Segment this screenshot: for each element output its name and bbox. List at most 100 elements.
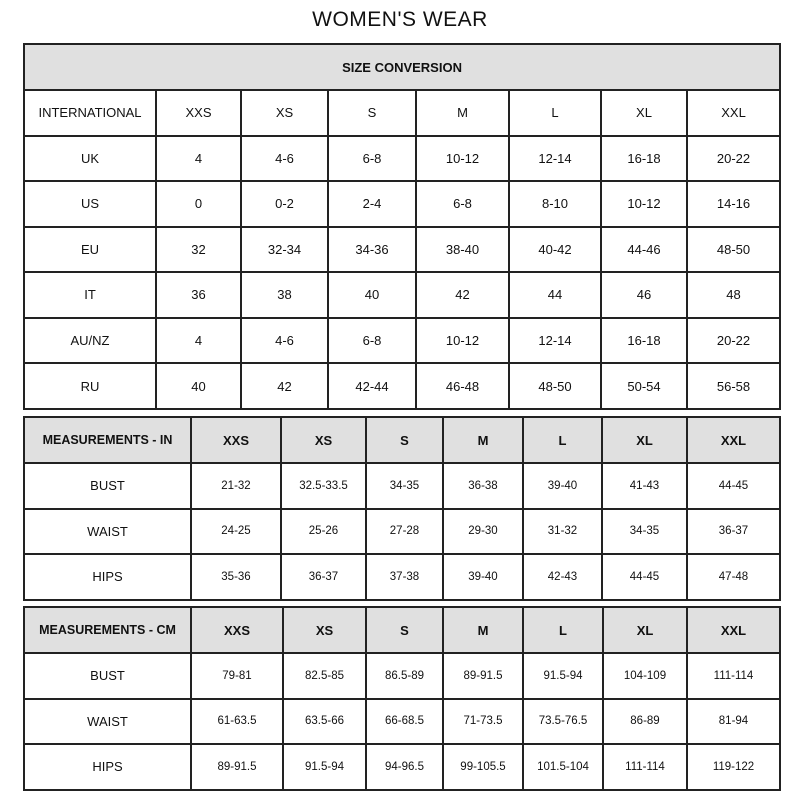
table-cell: 32 [155,225,242,273]
table-cell: 119-122 [686,743,781,791]
row-label: RU [23,362,157,410]
column-header: XXL [686,416,781,464]
table-cell: 56-58 [685,362,782,410]
table-cell: 2-4 [327,180,417,228]
table-cell: 37-38 [365,553,444,601]
table-cell: 44-46 [600,225,688,273]
table-cell: 4 [155,316,242,364]
table-cell: 35-36 [190,553,282,601]
column-header: XXL [686,606,781,654]
table-cell: 40-42 [508,225,602,273]
header-row: MEASUREMENTS - IN XXS XS S M L XL XXL [23,416,781,464]
table-cell: 6-8 [327,316,417,364]
table-cell: 32-34 [240,225,329,273]
table-cell: XL [600,89,688,137]
table-cell: L [508,89,602,137]
measurements-in-table: MEASUREMENTS - IN XXS XS S M L XL XXL BUST 21-32 3… [23,416,781,601]
column-header: XS [280,416,367,464]
table-cell: 29-30 [442,507,524,555]
table-row: INTERNATIONAL XXS XS S M L XL XXL [23,89,782,137]
table-cell: 42-43 [522,553,603,601]
table-cell: 71-73.5 [442,697,524,745]
row-label: MEASUREMENTS - IN [23,416,192,464]
column-header: M [442,606,524,654]
table-row: BUST 21-32 32.5-33.5 34-35 36-38 39-40 41-43 44… [23,462,781,510]
row-label: WAIST [23,507,192,555]
page-title: WOMEN'S WEAR [312,8,488,31]
table-cell: 32.5-33.5 [280,462,367,510]
table-cell: 40 [327,271,417,319]
table-cell: 94-96.5 [365,743,444,791]
column-header: XXS [190,606,284,654]
table-cell: 63.5-66 [282,697,367,745]
table-cell: 10-12 [600,180,688,228]
table-cell: 36-37 [280,553,367,601]
table-cell: 86.5-89 [365,652,444,700]
table-cell: 48-50 [508,362,602,410]
table-cell: 31-32 [522,507,603,555]
table-cell: 21-32 [190,462,282,510]
column-header: M [442,416,524,464]
column-header: S [365,416,444,464]
table-cell: 4-6 [240,134,329,182]
column-header: L [522,416,603,464]
table-cell: 48 [685,271,782,319]
table-cell: S [327,89,417,137]
table-cell: 39-40 [442,553,524,601]
row-label: US [23,180,157,228]
table-cell: 20-22 [685,316,782,364]
table-cell: XS [240,89,329,137]
table-cell: 44-45 [686,462,781,510]
row-label: EU [23,225,157,273]
table-cell: 101.5-104 [522,743,604,791]
table-cell: 39-40 [522,462,603,510]
table-cell: 38 [240,271,329,319]
table-cell: 4 [155,134,242,182]
table-cell: 91.5-94 [522,652,604,700]
table-row: US 0 0-2 2-4 6-8 8-10 10-12 14-16 [23,180,782,228]
column-header: XXS [190,416,282,464]
table-row: EU 32 32-34 34-36 38-40 40-42 44-46 48-50 [23,225,782,273]
table-cell: XXS [155,89,242,137]
table-row: WAIST 24-25 25-26 27-28 29-30 31-32 34-35 36-37 [23,507,781,555]
row-label: HIPS [23,743,192,791]
table-cell: 16-18 [600,316,688,364]
table-cell: 111-114 [602,743,688,791]
row-label: BUST [23,652,192,700]
table-cell: 42 [240,362,329,410]
table-cell: 12-14 [508,134,602,182]
table-cell: 38-40 [415,225,510,273]
table-cell: 10-12 [415,134,510,182]
row-label: INTERNATIONAL [23,89,157,137]
table-row: HIPS 89-91.5 91.5-94 94-96.5 99-105.5 101.5-1… [23,743,781,791]
table-cell: 82.5-85 [282,652,367,700]
column-header: XS [282,606,367,654]
table-cell: 99-105.5 [442,743,524,791]
row-label: HIPS [23,553,192,601]
table-cell: XXL [685,89,782,137]
table-row: UK 4 4-6 6-8 10-12 12-14 16-18 20-22 [23,134,782,182]
table-cell: 79-81 [190,652,284,700]
row-label: AU/NZ [23,316,157,364]
table-cell: 36 [155,271,242,319]
table-cell: 25-26 [280,507,367,555]
table-cell: 46 [600,271,688,319]
table-cell: 34-35 [365,462,444,510]
table-cell: 42 [415,271,510,319]
table-cell: 61-63.5 [190,697,284,745]
table-cell: 81-94 [686,697,781,745]
column-header: L [522,606,604,654]
table-cell: 8-10 [508,180,602,228]
row-label: MEASUREMENTS - CM [23,606,192,654]
table-row: IT 36 38 40 42 44 46 48 [23,271,782,319]
table-cell: 89-91.5 [442,652,524,700]
table-row: AU/NZ 4 4-6 6-8 10-12 12-14 16-18 20-22 [23,316,782,364]
table-cell: 91.5-94 [282,743,367,791]
column-header: XL [602,606,688,654]
table-cell: 46-48 [415,362,510,410]
table-cell: M [415,89,510,137]
table-cell: 34-36 [327,225,417,273]
table-cell: 41-43 [601,462,688,510]
table-cell: 42-44 [327,362,417,410]
table-cell: 24-25 [190,507,282,555]
